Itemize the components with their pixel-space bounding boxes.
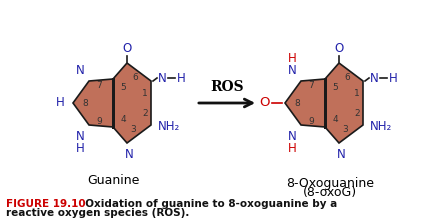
Polygon shape	[113, 63, 151, 143]
Text: NH₂: NH₂	[158, 121, 180, 133]
Text: 6: 6	[132, 73, 138, 82]
Text: 5: 5	[120, 82, 126, 92]
Text: 9: 9	[96, 116, 102, 126]
Text: 2: 2	[354, 109, 360, 118]
Polygon shape	[73, 79, 113, 127]
Text: (8-oxoG): (8-oxoG)	[303, 186, 357, 199]
Text: H: H	[389, 72, 397, 85]
Text: 9: 9	[308, 116, 314, 126]
Text: reactive oxygen species (ROS).: reactive oxygen species (ROS).	[6, 208, 189, 218]
Text: N: N	[288, 63, 296, 77]
Text: 7: 7	[308, 80, 314, 90]
Text: O: O	[123, 43, 132, 56]
Text: 4: 4	[120, 114, 126, 124]
Text: N: N	[336, 148, 346, 160]
Text: H: H	[55, 97, 65, 109]
Text: O: O	[334, 43, 344, 56]
Text: N: N	[125, 148, 133, 160]
Text: 6: 6	[344, 73, 350, 82]
Text: 8-Oxoguanine: 8-Oxoguanine	[286, 177, 374, 189]
Text: Guanine: Guanine	[87, 174, 139, 187]
Text: 4: 4	[332, 114, 338, 124]
Text: N: N	[76, 129, 84, 143]
Text: N: N	[76, 63, 84, 77]
Text: FIGURE 19.10: FIGURE 19.10	[6, 199, 86, 209]
Text: H: H	[288, 141, 296, 155]
Text: H: H	[288, 53, 296, 65]
Text: N: N	[370, 72, 378, 85]
Text: 5: 5	[332, 82, 338, 92]
Text: H: H	[177, 72, 185, 85]
Text: Oxidation of guanine to 8-oxoguanine by a: Oxidation of guanine to 8-oxoguanine by …	[78, 199, 337, 209]
Text: N: N	[158, 72, 166, 85]
Text: 8: 8	[294, 99, 300, 107]
Text: O: O	[260, 97, 270, 109]
Text: 8: 8	[82, 99, 88, 107]
Polygon shape	[285, 79, 325, 127]
Text: 3: 3	[342, 126, 348, 135]
Text: 1: 1	[142, 89, 148, 97]
Text: NH₂: NH₂	[370, 121, 392, 133]
Text: N: N	[288, 129, 296, 143]
Text: H: H	[76, 141, 84, 155]
Text: ROS: ROS	[210, 80, 244, 94]
Text: 7: 7	[96, 80, 102, 90]
Text: 2: 2	[142, 109, 148, 118]
Polygon shape	[325, 63, 363, 143]
Text: 3: 3	[130, 126, 136, 135]
Text: 1: 1	[354, 89, 360, 97]
